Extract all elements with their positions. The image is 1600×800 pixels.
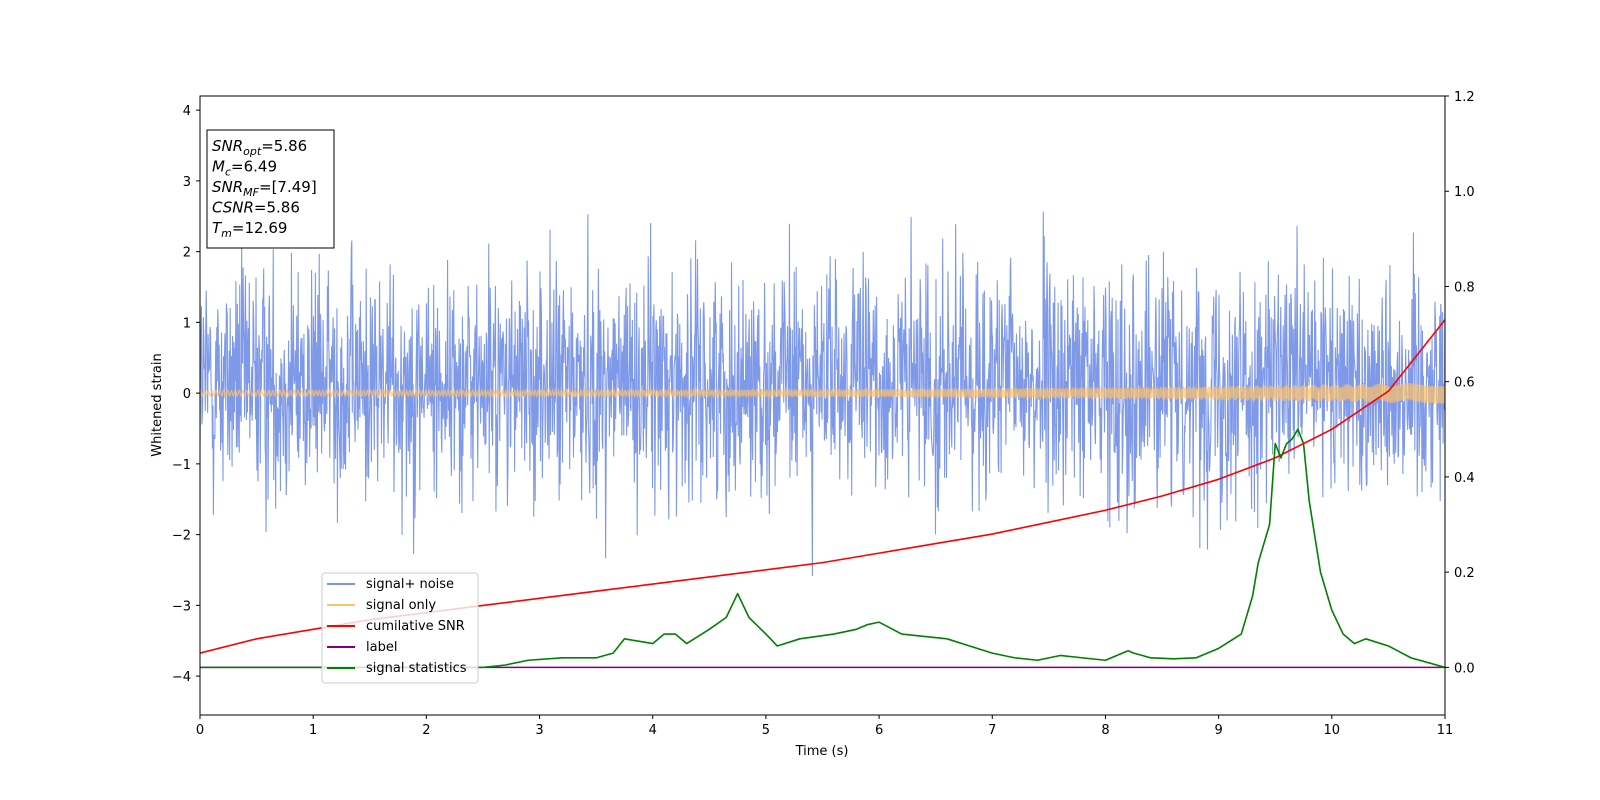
x-tick-label: 11 — [1437, 723, 1454, 738]
x-axis-label: Time (s) — [795, 744, 849, 759]
y-tick-label: −3 — [172, 599, 191, 614]
x-tick-label: 8 — [1101, 723, 1109, 738]
y-tick-label: −2 — [172, 529, 191, 544]
y-axis-label: Whitened strain — [150, 353, 165, 456]
y-tick-label: −4 — [172, 670, 191, 685]
y2-tick-label: 0.2 — [1454, 566, 1475, 581]
x-tick-label: 0 — [196, 723, 204, 738]
y2-tick-label: 0.8 — [1454, 280, 1475, 295]
series-signal-statistics-line — [200, 428, 1445, 669]
legend-item-label: signal statistics — [366, 661, 467, 676]
series-signal-noise-line — [200, 211, 1445, 576]
x-tick-label: 6 — [875, 723, 883, 738]
plot-frame — [199, 95, 1446, 716]
series-signal-only-line — [200, 383, 1445, 404]
x-tick-label: 10 — [1324, 723, 1341, 738]
legend-item-label: signal only — [366, 598, 436, 613]
y-tick-label: 3 — [183, 175, 191, 190]
x-tick-label: 3 — [535, 723, 543, 738]
annotation-line: SNRopt=5.86 — [212, 137, 307, 158]
y2-tick-label: 0.6 — [1454, 376, 1475, 391]
x-tick-label: 1 — [309, 723, 317, 738]
annotation-line: Tm=12.69 — [212, 219, 287, 240]
y-tick-label: 4 — [183, 104, 191, 119]
y2-tick-label: 0.4 — [1454, 471, 1475, 486]
y2-tick-label: 1.0 — [1454, 185, 1475, 200]
x-tick-label: 7 — [988, 723, 996, 738]
x-tick-label: 4 — [649, 723, 657, 738]
annotation-line: SNRMF=[7.49] — [212, 178, 317, 199]
axis-ticks: 0 1 2 3 4 5 6 7 8 9 10 1143210−1−2−3−41.21.00.80.60… — [172, 90, 1475, 738]
y-tick-label: 1 — [183, 316, 191, 331]
y-tick-label: 2 — [183, 246, 191, 261]
y-tick-label: 0 — [183, 387, 191, 402]
annotation-line: Mc=6.49 — [212, 158, 277, 179]
x-tick-label: 5 — [762, 723, 770, 738]
y-tick-label: −1 — [172, 458, 191, 473]
legend: signal+ noise signal only cumilative SNR la… — [321, 572, 479, 684]
x-tick-label: 2 — [422, 723, 430, 738]
y2-tick-label: 0.0 — [1454, 661, 1475, 676]
legend-item-label: signal+ noise — [366, 577, 454, 592]
y2-tick-label: 1.2 — [1454, 90, 1475, 105]
legend-item-label: cumilative SNR — [366, 619, 465, 634]
x-tick-label: 9 — [1214, 723, 1222, 738]
annotation-line: CSNR=5.86 — [212, 199, 300, 217]
legend-item-label: label — [366, 640, 397, 655]
